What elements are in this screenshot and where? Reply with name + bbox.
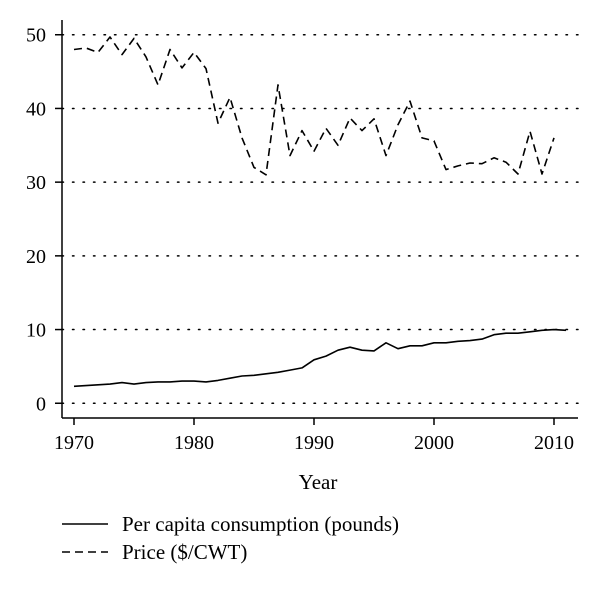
y-tick-label: 50 bbox=[26, 25, 46, 47]
y-tick-label: 30 bbox=[26, 172, 46, 194]
y-tick-label: 10 bbox=[26, 320, 46, 342]
consumption-series-line bbox=[73, 328, 567, 388]
series-lines bbox=[73, 36, 567, 388]
tick-labels: 0 10 20 30 40 50 1970 1980 1990 2000 2010 bbox=[26, 25, 574, 454]
gridlines bbox=[61, 33, 579, 405]
legend: Per capita consumption (pounds) Price ($/… bbox=[62, 512, 399, 564]
x-tick-label: 1970 bbox=[54, 432, 94, 454]
x-tick-label: 2010 bbox=[534, 432, 574, 454]
axes bbox=[55, 20, 578, 425]
y-tick-label: 0 bbox=[36, 393, 46, 415]
x-axis-title: Year bbox=[299, 470, 338, 494]
y-tick-label: 20 bbox=[26, 246, 46, 268]
y-tick-label: 40 bbox=[26, 98, 46, 120]
x-tick-label: 1990 bbox=[294, 432, 334, 454]
legend-label: Per capita consumption (pounds) bbox=[122, 512, 399, 536]
x-tick-label: 2000 bbox=[414, 432, 454, 454]
price-series-line bbox=[73, 36, 555, 176]
x-tick-label: 1980 bbox=[174, 432, 214, 454]
legend-label: Price ($/CWT) bbox=[122, 540, 247, 564]
